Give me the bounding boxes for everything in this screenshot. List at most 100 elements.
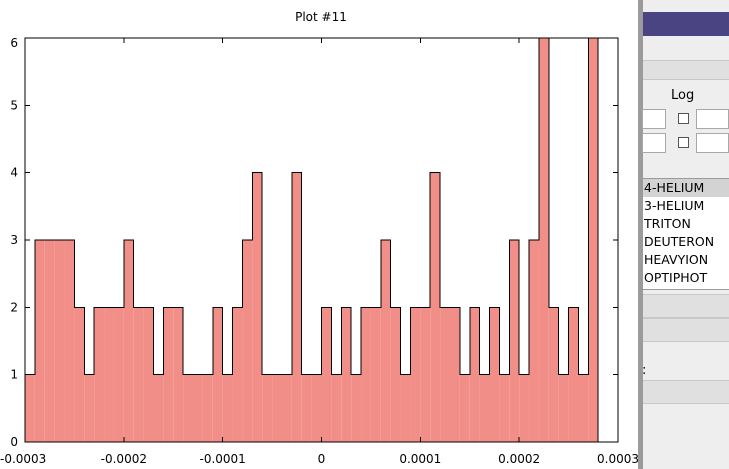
histogram-bin [390, 307, 401, 442]
histogram-bin [281, 374, 292, 442]
x-tick-label: 0.0002 [498, 452, 540, 466]
particle-item[interactable]: TRITON [644, 216, 691, 231]
histogram-bin [519, 374, 530, 442]
histogram-bin [232, 307, 243, 442]
histogram-bin [430, 172, 441, 442]
y-tick-label: 2 [10, 300, 18, 314]
histogram-bin [341, 307, 352, 442]
histogram-bin [529, 240, 539, 442]
histogram-bin [84, 374, 95, 442]
histogram-bin [163, 307, 174, 442]
x-tick-label: -0.0003 [0, 452, 46, 466]
histogram-bin [380, 240, 391, 442]
histogram-bin [193, 374, 203, 442]
histogram-bin [291, 172, 302, 442]
histogram-bin [222, 374, 233, 442]
panel-header-band [643, 60, 729, 80]
histogram-bin [331, 374, 342, 442]
histogram-bin [420, 307, 431, 442]
histogram-bin [301, 374, 312, 442]
histogram-bin [153, 374, 164, 442]
particle-item[interactable]: HEAVYION [644, 252, 709, 267]
histogram-bin [459, 374, 470, 442]
histogram-bin [34, 240, 45, 442]
histogram-bin [133, 307, 144, 442]
panel-shadow [638, 0, 643, 469]
plot-window: Plot #11 -0.0003 -0.0002 -0.0001 0 0.0001 0.0… [0, 10, 638, 466]
histogram-bin [311, 374, 322, 442]
histogram-bin [64, 240, 75, 442]
histogram-bin [479, 374, 490, 442]
histogram-bars [24, 37, 599, 442]
histogram-bin [400, 374, 411, 442]
panel-band-2 [643, 318, 729, 342]
histogram-bin [509, 240, 520, 442]
particle-item[interactable]: OPTIPHOT [644, 270, 708, 285]
particle-item[interactable]: DEUTERON [644, 234, 715, 249]
histogram-bin [588, 38, 599, 442]
histogram-bin [370, 307, 381, 442]
histogram-outline [24, 37, 599, 442]
log-checkbox-y[interactable] [678, 137, 689, 148]
max-value-field-2[interactable] [696, 133, 729, 153]
y-tick-label: 6 [10, 36, 18, 50]
histogram-bin [74, 307, 85, 442]
log-label: Log [671, 88, 695, 103]
particle-item[interactable]: 4-HELIUM [643, 179, 729, 197]
histogram-bin [558, 374, 569, 442]
histogram-bin [25, 374, 35, 442]
histogram-bin [449, 307, 460, 442]
histogram-bin [361, 307, 371, 442]
histogram-bin [44, 240, 55, 442]
min-value-field[interactable] [642, 109, 666, 129]
histogram-bin [113, 307, 124, 442]
min-value-field-2[interactable] [642, 133, 666, 153]
histogram-bin [489, 307, 500, 442]
y-tick-label: 4 [10, 166, 18, 180]
particle-item[interactable]: 3-HELIUM [644, 198, 705, 213]
histogram-bin [212, 307, 223, 442]
histogram-bin [568, 307, 579, 442]
x-tick-label: 0 [318, 452, 326, 466]
x-tick-label: 0.0001 [399, 452, 441, 466]
histogram-bin [252, 172, 263, 442]
histogram-bin [321, 307, 332, 442]
panel-title-bar [643, 12, 729, 36]
histogram-bin [548, 307, 559, 442]
side-panel: Log 4-HELIUM 3-HELIUM TRITON DEUTERON HEAVYI… [638, 0, 729, 469]
histogram-bin [94, 307, 105, 442]
y-tick-label: 1 [10, 368, 18, 382]
histogram-bin [578, 374, 589, 442]
histogram-bin [538, 38, 549, 442]
chart-title: Plot #11 [295, 10, 347, 24]
histogram-bin [183, 374, 194, 442]
x-tick-label: -0.0002 [101, 452, 147, 466]
panel-band-3 [643, 380, 729, 404]
histogram-chart: Plot #11 -0.0003 -0.0002 -0.0001 0 0.0001 0.0… [0, 10, 638, 466]
histogram-bin [410, 307, 421, 442]
log-checkbox-x[interactable] [678, 113, 689, 124]
histogram-bin [440, 307, 450, 442]
max-value-field[interactable] [696, 109, 729, 129]
histogram-bin [469, 307, 480, 442]
panel-band-1 [643, 294, 729, 318]
colon-label: : [642, 363, 647, 378]
y-tick-label: 0 [10, 435, 18, 449]
particle-list[interactable]: 4-HELIUM 3-HELIUM TRITON DEUTERON HEAVYION OP… [643, 178, 729, 290]
histogram-bin [202, 374, 213, 442]
histogram-bin [104, 307, 114, 442]
histogram-bin [143, 307, 154, 442]
x-tick-label: -0.0001 [200, 452, 246, 466]
y-tick-label: 3 [10, 233, 18, 247]
histogram-bin [242, 240, 253, 442]
histogram-bin [351, 374, 362, 442]
histogram-bin [123, 240, 134, 442]
x-tick-label: 0.0003 [597, 452, 638, 466]
histogram-bin [54, 240, 65, 442]
histogram-bin [499, 374, 510, 442]
histogram-bin [272, 374, 282, 442]
chart-ticks: -0.0003 -0.0002 -0.0001 0 0.0001 0.0002 0.0003… [0, 36, 638, 466]
histogram-bin [262, 374, 273, 442]
y-tick-label: 5 [10, 98, 18, 112]
histogram-bin [173, 307, 184, 442]
